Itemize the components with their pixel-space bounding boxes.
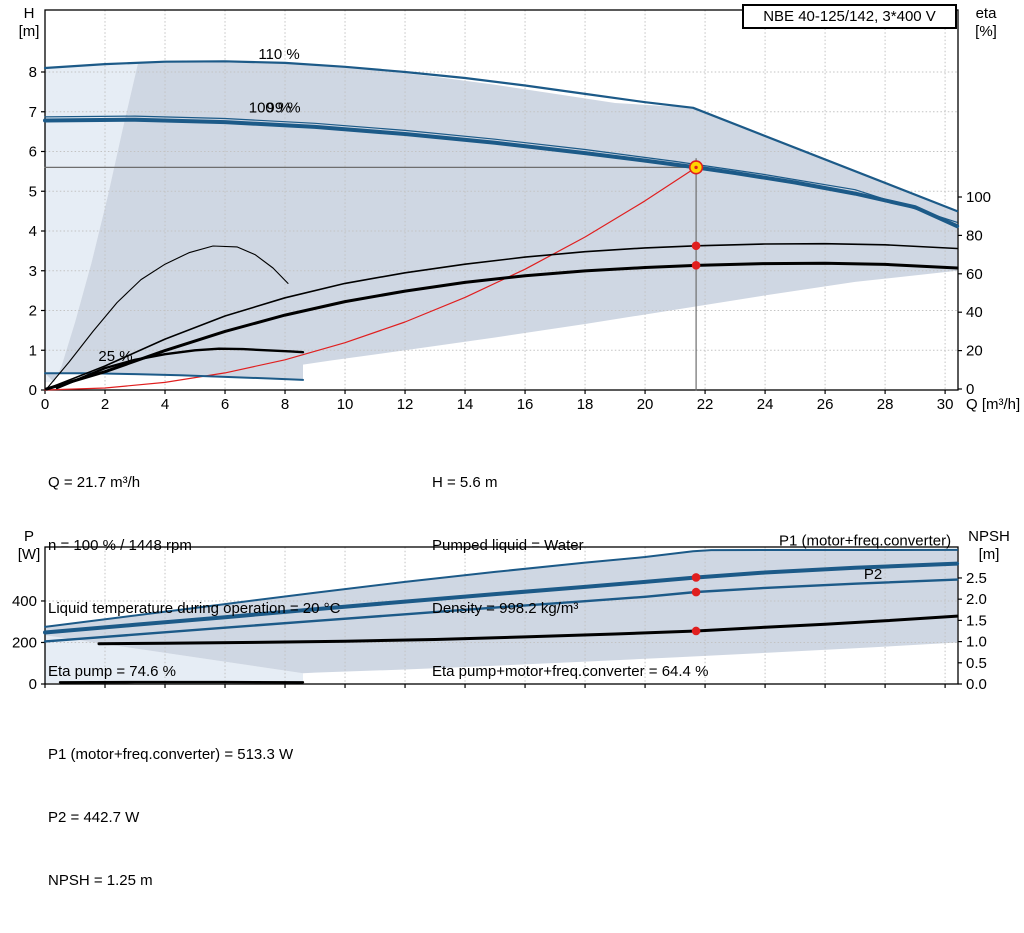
curve-label: 99 %	[266, 100, 300, 117]
x-tick-label: 12	[397, 396, 414, 413]
y-right-tick-label: 2.5	[966, 570, 987, 587]
x-tick-label: 4	[161, 396, 169, 413]
pump-model-label: NBE 40-125/142, 3*400 V	[763, 8, 936, 25]
info-pumped-liquid: Pumped liquid = Water	[432, 535, 708, 556]
curve-label: 25 %	[98, 348, 132, 365]
y-right-tick-label: 80	[966, 227, 983, 244]
y-left-tick-label: 4	[29, 223, 37, 240]
x-tick-label: 18	[577, 396, 594, 413]
h-axis-title: H [m]	[9, 5, 49, 41]
y-left-tick-label: 6	[29, 144, 37, 161]
x-axis-unit-label: Q [m³/h]	[966, 396, 1020, 413]
p-axis-title: P [W]	[9, 528, 49, 564]
operating-envelope	[45, 61, 957, 382]
info-head: H = 5.6 m	[432, 472, 708, 493]
info-npsh: NPSH = 1.25 m	[48, 870, 293, 891]
eta-axis-title: eta [%]	[963, 5, 1009, 41]
eta-pump-point	[692, 241, 701, 250]
x-tick-label: 14	[457, 396, 474, 413]
y-right-tick-label: 1.0	[966, 634, 987, 651]
x-tick-label: 24	[757, 396, 774, 413]
info-speed: n = 100 % / 1448 rpm	[48, 535, 340, 556]
eta-total-point	[692, 261, 701, 270]
curve-label: P1 (motor+freq.converter)	[779, 532, 951, 549]
eta-axis-unit: [%]	[963, 23, 1009, 41]
power-info-column: P1 (motor+freq.converter) = 513.3 W P2 =…	[48, 702, 293, 933]
x-tick-label: 2	[101, 396, 109, 413]
x-tick-label: 6	[221, 396, 229, 413]
duty-info-left-column: Q = 21.7 m³/h n = 100 % / 1448 rpm Liqui…	[48, 430, 340, 724]
curve-label: P2	[864, 566, 882, 583]
y-right-tick-label: 20	[966, 343, 983, 360]
x-tick-label: 28	[877, 396, 894, 413]
info-liquid-temperature: Liquid temperature during operation = 20…	[48, 598, 340, 619]
info-p1: P1 (motor+freq.converter) = 513.3 W	[48, 744, 293, 765]
npsh-axis-symbol: NPSH	[957, 528, 1021, 546]
npsh-axis-title: NPSH [m]	[957, 528, 1021, 564]
x-tick-label: 8	[281, 396, 289, 413]
y-left-tick-label: 8	[29, 64, 37, 81]
y-left-tick-label: 3	[29, 263, 37, 280]
y-right-tick-label: 1.5	[966, 612, 987, 629]
pump-model-box: NBE 40-125/142, 3*400 V	[742, 4, 957, 29]
x-tick-label: 26	[817, 396, 834, 413]
y-left-tick-label: 0	[29, 676, 37, 693]
y-left-tick-label: 5	[29, 183, 37, 200]
y-left-tick-label: 200	[12, 634, 37, 651]
h-axis-symbol: H	[9, 5, 49, 23]
duty-info-right-column: H = 5.6 m Pumped liquid = Water Density …	[432, 430, 708, 724]
info-eta-total: Eta pump+motor+freq.converter = 64.4 %	[432, 661, 708, 682]
x-tick-label: 30	[937, 396, 954, 413]
x-tick-label: 0	[41, 396, 49, 413]
x-tick-label: 20	[637, 396, 654, 413]
curve-label: 110 %	[258, 46, 299, 63]
info-p2: P2 = 442.7 W	[48, 807, 293, 828]
npsh-axis-unit: [m]	[957, 546, 1021, 564]
y-left-tick-label: 1	[29, 342, 37, 359]
x-tick-label: 16	[517, 396, 534, 413]
y-right-tick-label: 0.5	[966, 655, 987, 672]
y-right-tick-label: 2.0	[966, 591, 987, 608]
info-eta-pump: Eta pump = 74.6 %	[48, 661, 340, 682]
info-density: Density = 998.2 kg/m³	[432, 598, 708, 619]
eta-axis-symbol: eta	[963, 5, 1009, 23]
y-right-tick-label: 40	[966, 304, 983, 321]
y-left-tick-label: 7	[29, 104, 37, 121]
x-tick-label: 22	[697, 396, 714, 413]
p-axis-symbol: P	[9, 528, 49, 546]
h-axis-unit: [m]	[9, 23, 49, 41]
y-right-tick-label: 100	[966, 189, 991, 206]
duty-point-marker-center	[694, 166, 697, 169]
y-left-tick-label: 400	[12, 593, 37, 610]
info-flow: Q = 21.7 m³/h	[48, 472, 340, 493]
y-left-tick-label: 2	[29, 303, 37, 320]
p-axis-unit: [W]	[9, 546, 49, 564]
x-tick-label: 10	[337, 396, 354, 413]
y-left-tick-label: 0	[29, 382, 37, 399]
y-right-tick-label: 0	[966, 381, 974, 398]
y-right-tick-label: 0.0	[966, 676, 987, 693]
y-right-tick-label: 60	[966, 266, 983, 283]
